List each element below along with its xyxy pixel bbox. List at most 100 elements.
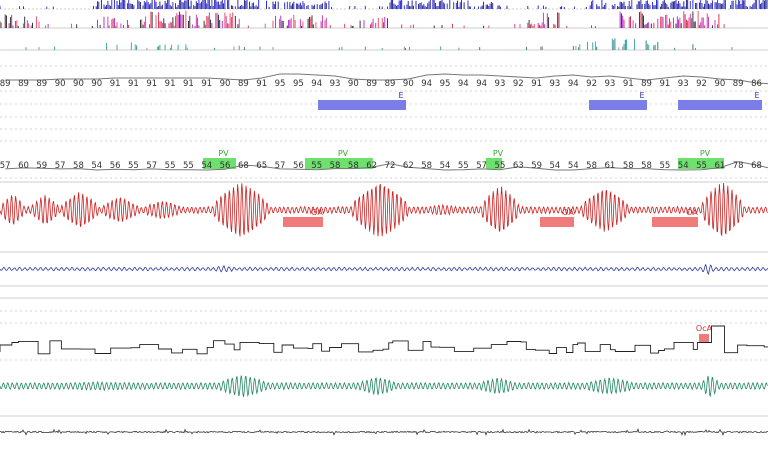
heart-rate-value: 54 — [201, 161, 212, 171]
spo2-value: 89 — [0, 79, 11, 89]
apnea-box[interactable] — [283, 217, 323, 227]
heart-rate-value: 61 — [714, 161, 725, 171]
heart-rate-value: 58 — [641, 161, 652, 171]
apnea-box[interactable] — [652, 217, 698, 227]
desaturation-label: E — [398, 91, 403, 100]
heart-rate-value: 56 — [220, 161, 231, 171]
heart-rate-value: 58 — [73, 161, 84, 171]
heart-rate-value: 55 — [495, 161, 506, 171]
spo2-value: 93 — [604, 79, 615, 89]
event-track-3 — [0, 38, 768, 51]
spo2-value: 94 — [311, 79, 322, 89]
heart-rate-value: 63 — [513, 161, 524, 171]
heart-rate-value: 68 — [751, 161, 762, 171]
bottom-channel — [0, 427, 768, 437]
spo2-value: 86 — [751, 79, 762, 89]
spo2-value: 95 — [440, 79, 451, 89]
desaturation-bar[interactable] — [589, 100, 647, 110]
spo2-value: 90 — [220, 79, 231, 89]
position-channel: OcA — [0, 310, 768, 361]
pv-box[interactable] — [486, 158, 502, 169]
heart-rate-value: 72 — [385, 161, 396, 171]
spo2-value: 92 — [513, 79, 524, 89]
spo2-value: 90 — [91, 79, 102, 89]
spo2-value: 89 — [238, 79, 249, 89]
heart-rate-value: 55 — [458, 161, 469, 171]
airflow-channel: OA OA OA — [0, 181, 768, 253]
spo2-value: 93 — [550, 79, 561, 89]
heart-rate-value: 54 — [678, 161, 689, 171]
central-apnea-box[interactable] — [699, 334, 709, 343]
heart-rate-trace — [5, 161, 768, 171]
heart-rate-value: 57 — [146, 161, 157, 171]
spo2-value: 94 — [458, 79, 469, 89]
spo2-value: 93 — [678, 79, 689, 89]
spo2-value: 92 — [586, 79, 597, 89]
spo2-value: 89 — [36, 79, 47, 89]
heart-rate-value: 54 — [568, 161, 579, 171]
spo2-value: 95 — [293, 79, 304, 89]
heart-rate-value: 62 — [403, 161, 414, 171]
event-track-1-marks — [0, 0, 768, 9]
desaturation-label: E — [639, 91, 644, 100]
heart-rate-value: 58 — [348, 161, 359, 171]
heart-rate-value: 58 — [623, 161, 634, 171]
heart-rate-value: 54 — [550, 161, 561, 171]
spo2-value-labels: 89 89 89 90 90 90 91 91 91 91 91 91 90 89 91 95 95 94 93 90… — [0, 79, 762, 89]
heart-rate-value: 57 — [275, 161, 286, 171]
desaturation-bar[interactable] — [678, 100, 762, 110]
spo2-value: 91 — [623, 79, 634, 89]
heart-rate-value: 78 — [733, 161, 744, 171]
spo2-value: 92 — [696, 79, 707, 89]
spo2-value: 91 — [531, 79, 542, 89]
heart-rate-value: 68 — [238, 161, 249, 171]
spo2-value: 90 — [55, 79, 66, 89]
central-apnea-label: OcA — [696, 324, 713, 333]
position-trace — [0, 325, 768, 355]
heart-rate-value: 55 — [659, 161, 670, 171]
spo2-value: 93 — [330, 79, 341, 89]
heart-rate-value: 60 — [18, 161, 29, 171]
pv-box[interactable] — [678, 158, 724, 169]
heart-rate-value: 55 — [311, 161, 322, 171]
heart-rate-value: 55 — [165, 161, 176, 171]
spo2-value: 90 — [403, 79, 414, 89]
heart-rate-value: 61 — [604, 161, 615, 171]
spo2-value: 91 — [256, 79, 267, 89]
spo2-value: 89 — [366, 79, 377, 89]
spo2-value: 89 — [733, 79, 744, 89]
heart-rate-value: 55 — [696, 161, 707, 171]
position-events: OcA — [696, 324, 713, 343]
spo2-value: 91 — [183, 79, 194, 89]
spo2-value: 91 — [128, 79, 139, 89]
spo2-value: 95 — [275, 79, 286, 89]
spo2-value: 89 — [641, 79, 652, 89]
pv-box[interactable] — [305, 158, 373, 169]
thoracic-effort-trace — [0, 263, 768, 275]
event-track-2-marks — [0, 10, 725, 28]
pulse-variation-events: PV PV PV PV — [203, 149, 724, 169]
pv-label: PV — [218, 149, 229, 158]
heart-rate-value: 59 — [36, 161, 47, 171]
pv-label: PV — [700, 149, 711, 158]
heart-rate-value: 65 — [256, 161, 267, 171]
spo2-value: 90 — [348, 79, 359, 89]
heart-rate-value: 54 — [91, 161, 102, 171]
pv-box[interactable] — [203, 158, 236, 169]
spo2-value: 91 — [201, 79, 212, 89]
apnea-label: OA — [311, 208, 323, 217]
heart-rate-value: 59 — [531, 161, 542, 171]
spo2-value: 94 — [421, 79, 432, 89]
spo2-value: 91 — [146, 79, 157, 89]
apnea-box[interactable] — [540, 217, 574, 227]
event-track-1 — [0, 0, 768, 10]
event-track-2 — [0, 10, 768, 29]
heart-rate-value: 58 — [421, 161, 432, 171]
spo2-value: 89 — [385, 79, 396, 89]
heart-rate-channel: PV PV PV PV 57 60 59 57 58 54 56 55 57 55 55 54 56 68 65 5… — [0, 128, 768, 179]
desaturation-bar[interactable] — [318, 100, 406, 110]
heart-rate-value: 57 — [55, 161, 66, 171]
spo2-value: 91 — [659, 79, 670, 89]
